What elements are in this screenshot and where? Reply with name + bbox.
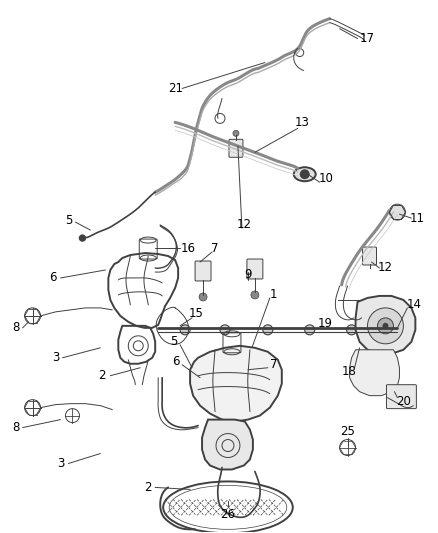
Circle shape <box>251 291 259 299</box>
FancyBboxPatch shape <box>195 261 211 281</box>
Text: 14: 14 <box>407 298 422 311</box>
Circle shape <box>220 325 230 335</box>
Circle shape <box>300 169 310 179</box>
Text: 6: 6 <box>49 271 56 285</box>
Text: 5: 5 <box>170 335 178 348</box>
Circle shape <box>199 293 207 301</box>
Text: 3: 3 <box>57 457 64 470</box>
Circle shape <box>382 323 389 329</box>
FancyBboxPatch shape <box>229 139 243 157</box>
Circle shape <box>378 318 393 334</box>
Polygon shape <box>350 350 399 395</box>
Text: 3: 3 <box>52 351 59 364</box>
Polygon shape <box>190 346 282 422</box>
FancyBboxPatch shape <box>363 247 377 265</box>
Circle shape <box>233 131 239 136</box>
Text: 8: 8 <box>12 421 19 434</box>
Text: 15: 15 <box>189 308 204 320</box>
Text: 19: 19 <box>318 317 333 330</box>
Text: 13: 13 <box>294 116 309 129</box>
Circle shape <box>305 325 314 335</box>
Circle shape <box>180 325 190 335</box>
Circle shape <box>263 325 273 335</box>
Text: 25: 25 <box>340 425 355 438</box>
Circle shape <box>79 235 85 241</box>
Text: 17: 17 <box>360 32 375 45</box>
FancyBboxPatch shape <box>386 385 417 409</box>
Text: 16: 16 <box>180 241 196 255</box>
Polygon shape <box>202 419 253 470</box>
Text: 21: 21 <box>168 82 183 95</box>
Circle shape <box>389 204 406 220</box>
Text: 8: 8 <box>12 321 19 334</box>
Polygon shape <box>356 296 415 354</box>
Text: 9: 9 <box>244 269 252 281</box>
Text: 7: 7 <box>211 241 219 255</box>
Text: 12: 12 <box>378 262 393 274</box>
Circle shape <box>346 325 357 335</box>
Text: 10: 10 <box>318 172 333 185</box>
Text: 1: 1 <box>270 288 278 302</box>
Text: 6: 6 <box>173 356 180 368</box>
Text: 7: 7 <box>270 358 278 372</box>
Text: 2: 2 <box>145 481 152 494</box>
Text: 12: 12 <box>237 217 251 231</box>
Circle shape <box>367 308 403 344</box>
Text: 20: 20 <box>396 395 411 408</box>
Text: 26: 26 <box>220 508 236 521</box>
Text: 11: 11 <box>410 212 425 224</box>
Ellipse shape <box>294 167 316 181</box>
Text: 18: 18 <box>342 365 357 378</box>
Text: 2: 2 <box>99 369 106 382</box>
Text: 5: 5 <box>65 214 72 227</box>
FancyBboxPatch shape <box>247 259 263 279</box>
